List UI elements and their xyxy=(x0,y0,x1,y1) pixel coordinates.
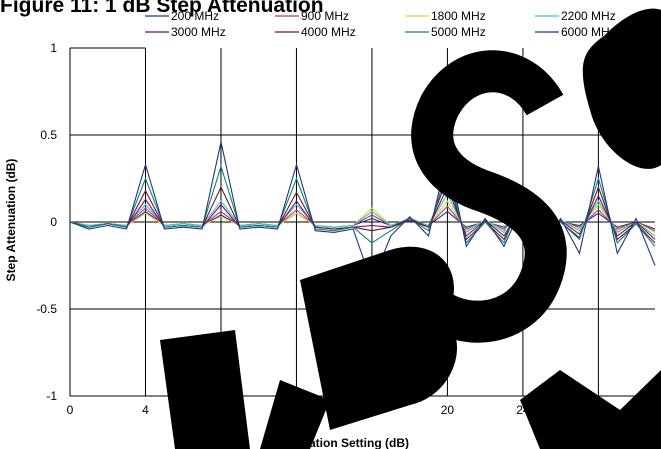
legend-label: 2200 MHz xyxy=(561,9,616,23)
legend-label: 200 MHz xyxy=(171,9,219,23)
figure-title: Figure 11: 1 dB Step Attenuation xyxy=(0,0,324,17)
legend: 200 MHz 900 MHz 1800 MHz 2200 MHz 3000 MHz 40… xyxy=(145,9,616,39)
legend-label: 6000 MHz xyxy=(561,25,616,39)
legend-label: 1800 MHz xyxy=(431,9,486,23)
watermark-graphic xyxy=(160,8,661,449)
y-axis-label: Step Attenuation (dB) xyxy=(4,159,18,282)
y-tick-label: -1 xyxy=(46,389,57,403)
legend-label: 3000 MHz xyxy=(171,25,226,39)
y-tick-label: 0.5 xyxy=(40,128,57,142)
y-tick-label: -0.5 xyxy=(36,302,57,316)
x-tick-label: 20 xyxy=(441,403,455,417)
x-tick-label: 0 xyxy=(67,403,74,417)
y-tick-label: 0 xyxy=(50,215,57,229)
legend-label: 4000 MHz xyxy=(301,25,356,39)
legend-label: 5000 MHz xyxy=(431,25,486,39)
y-tick-label: 1 xyxy=(50,41,57,55)
x-tick-label: 4 xyxy=(142,403,149,417)
legend-label: 900 MHz xyxy=(301,9,349,23)
